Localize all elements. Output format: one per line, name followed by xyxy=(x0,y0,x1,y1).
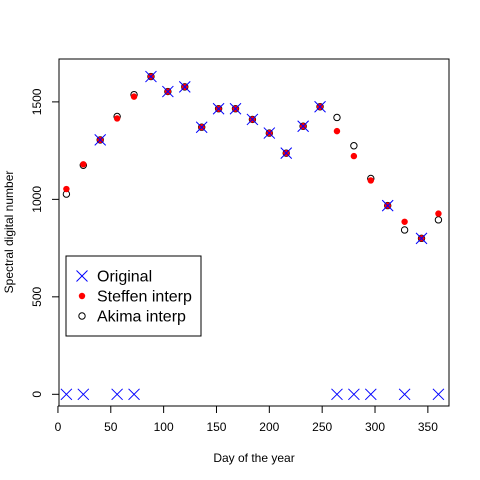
original-point xyxy=(94,134,107,146)
original-point xyxy=(212,102,225,115)
x-tick-label: 150 xyxy=(206,420,226,434)
steffen-interp-point xyxy=(333,127,341,135)
original-point xyxy=(60,388,73,401)
original-point xyxy=(178,81,191,93)
y-tick-label: 0 xyxy=(30,391,44,398)
original-point xyxy=(195,121,208,134)
original-point xyxy=(280,147,293,160)
original-point xyxy=(263,127,276,139)
y-tick-label: 500 xyxy=(30,286,44,306)
original-point xyxy=(415,232,428,245)
legend-label-original: Original xyxy=(97,269,152,286)
legend-entry-steffen-interp: Steffen interp xyxy=(78,289,192,306)
steffen-interp-point xyxy=(130,93,138,100)
legend-marker-steffen-interp xyxy=(78,292,86,300)
x-tick-label: 50 xyxy=(104,420,118,434)
legend-label-akima-interp: Akima interp xyxy=(97,309,186,326)
original-point xyxy=(432,388,445,401)
legend-box xyxy=(65,255,202,337)
x-tick-label: 250 xyxy=(312,420,332,434)
akima-interp-point xyxy=(350,142,358,150)
original-point xyxy=(314,100,326,113)
x-tick-label: 100 xyxy=(154,420,174,434)
x-axis-label: Day of the year xyxy=(213,451,294,465)
original-point xyxy=(111,388,123,401)
akima-interp-point xyxy=(333,113,341,122)
original-point xyxy=(364,388,377,401)
x-tick-label: 300 xyxy=(365,420,385,434)
x-tick-label: 350 xyxy=(418,420,438,434)
original-point xyxy=(229,102,242,115)
y-axis-label: Spectral digital number xyxy=(2,171,16,294)
x-tick-label: 0 xyxy=(55,420,62,434)
original-point xyxy=(297,120,309,133)
legend-entry-akima-interp: Akima interp xyxy=(78,309,186,326)
original-point xyxy=(77,388,90,401)
x-axis: 0 50 100 150 200 250 300 350 xyxy=(55,405,438,434)
steffen-interp-point xyxy=(80,161,87,168)
series-original xyxy=(60,70,445,401)
original-point xyxy=(246,113,259,126)
legend: Original Steffen interp Akima interp xyxy=(65,255,202,337)
legend-label-steffen-interp: Steffen interp xyxy=(97,289,192,306)
original-point xyxy=(145,70,157,83)
original-point xyxy=(398,388,411,401)
steffen-interp-point xyxy=(113,115,121,122)
original-point xyxy=(331,388,343,401)
original-point xyxy=(381,199,394,212)
original-point xyxy=(348,388,360,401)
original-point xyxy=(128,388,140,401)
steffen-interp-point xyxy=(63,185,70,193)
y-axis: 0 500 1000 1500 xyxy=(30,88,60,398)
x-tick-label: 200 xyxy=(259,420,279,434)
legend-entry-original: Original xyxy=(76,269,152,286)
akima-interp-point xyxy=(400,226,409,234)
y-tick-label: 1000 xyxy=(30,186,44,213)
y-tick-label: 1500 xyxy=(30,88,44,115)
steffen-interp-point xyxy=(435,210,442,217)
legend-marker-akima-interp xyxy=(78,312,86,320)
legend-marker-original xyxy=(76,270,88,282)
steffen-interp-point xyxy=(401,218,408,225)
data-marks xyxy=(60,70,445,401)
original-point xyxy=(162,85,174,98)
steffen-interp-point xyxy=(367,177,374,184)
steffen-interp-point xyxy=(350,152,358,160)
